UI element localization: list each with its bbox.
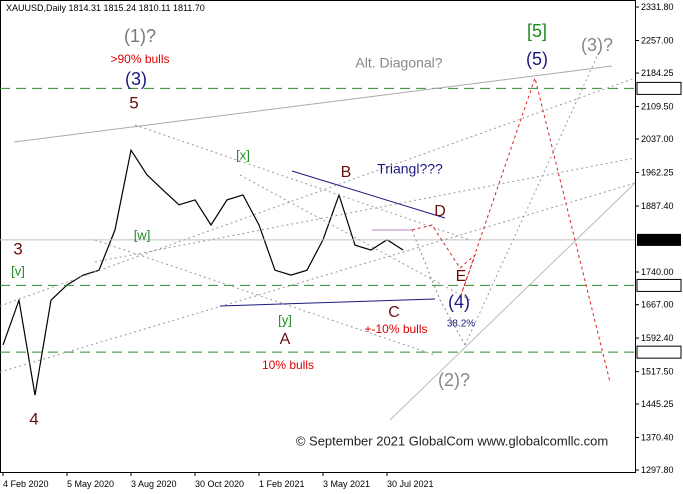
channel-line xyxy=(94,157,636,263)
triangle-line xyxy=(219,298,436,307)
channel-line xyxy=(239,174,471,301)
plot-frame xyxy=(0,0,636,473)
y-tick-label: 1517.50 xyxy=(641,367,674,377)
annotation: [w] xyxy=(134,227,151,242)
forecast-path xyxy=(411,76,611,383)
annotation: B xyxy=(341,164,352,181)
x-tick-label: 3 May 2021 xyxy=(323,479,370,489)
x-tick-label: 30 Oct 2020 xyxy=(195,479,244,489)
y-tick-label: 1962.25 xyxy=(641,167,674,177)
annotation: +-10% bulls xyxy=(364,322,427,336)
x-tick-label: 5 May 2020 xyxy=(67,479,114,489)
y-tick-label: 2109.50 xyxy=(641,102,674,112)
channel-line xyxy=(389,182,636,421)
channel-line xyxy=(0,182,636,373)
annotation: C xyxy=(388,304,400,321)
y-tick-label: 2184.25 xyxy=(641,68,674,78)
annotation: (3)? xyxy=(581,35,613,55)
annotation: Triangl??? xyxy=(377,161,443,177)
annotation: (4) xyxy=(448,292,470,312)
annotation: (2)? xyxy=(438,370,470,390)
x-tick-label: 30 Jul 2021 xyxy=(387,479,434,489)
annotation: 3 xyxy=(13,239,22,258)
y-tick-label: 1297.80 xyxy=(641,465,674,475)
annotation: Alt. Diagonal? xyxy=(355,55,442,71)
y-tick-label: 1370.40 xyxy=(641,432,674,442)
price-line xyxy=(2,148,404,396)
annotation: (5) xyxy=(526,49,548,69)
x-tick-label: 1 Feb 2021 xyxy=(259,479,305,489)
annotation: 5 xyxy=(129,93,138,112)
last-price-box xyxy=(637,233,681,246)
y-tick-label: 1592.40 xyxy=(641,333,674,343)
annotation: (1)? xyxy=(124,26,156,46)
y-tick-label: 1667.00 xyxy=(641,300,674,310)
y-tick-label: 2331.80 xyxy=(641,2,674,12)
annotation: E xyxy=(456,268,467,285)
level-box xyxy=(636,81,682,95)
level-box xyxy=(636,345,682,359)
channel-line xyxy=(0,77,636,307)
diagonal-line xyxy=(13,65,613,143)
annotation: >90% bulls xyxy=(110,52,169,66)
annotation: D xyxy=(434,203,446,220)
y-tick-label: 2037.00 xyxy=(641,134,674,144)
forecast-path xyxy=(411,229,466,346)
y-tick-label: 2257.00 xyxy=(641,35,674,45)
channel-line xyxy=(134,124,471,241)
triangle-line xyxy=(291,170,446,219)
annotation: [5] xyxy=(527,21,547,41)
annotation: (3) xyxy=(125,69,147,89)
x-tick-label: 4 Feb 2020 xyxy=(3,479,49,489)
chart-subtitle: XAUUSD,Daily 1814.31 1815.24 1810.11 181… xyxy=(6,3,205,13)
annotation: 4 xyxy=(29,409,38,428)
copyright: © September 2021 GlobalCom www.globalcom… xyxy=(296,433,608,448)
y-tick-label: 1887.40 xyxy=(641,201,674,211)
channel-line xyxy=(464,49,601,346)
annotations: (1)? >90% bulls (3) 5 Alt. Diagonal? [5]… xyxy=(11,21,613,449)
annotation: [y] xyxy=(278,312,292,327)
level-box xyxy=(636,278,682,292)
y-tick-label: 1740.00 xyxy=(641,267,674,277)
annotation: 10% bulls xyxy=(262,358,314,372)
annotation: [x] xyxy=(236,147,250,162)
annotation: A xyxy=(280,331,291,348)
annotation: 38.2% xyxy=(447,319,475,330)
x-tick-label: 3 Aug 2020 xyxy=(131,479,177,489)
y-tick-label: 1445.25 xyxy=(641,399,674,409)
annotation: [v] xyxy=(11,263,25,278)
trend-lines xyxy=(0,49,636,421)
